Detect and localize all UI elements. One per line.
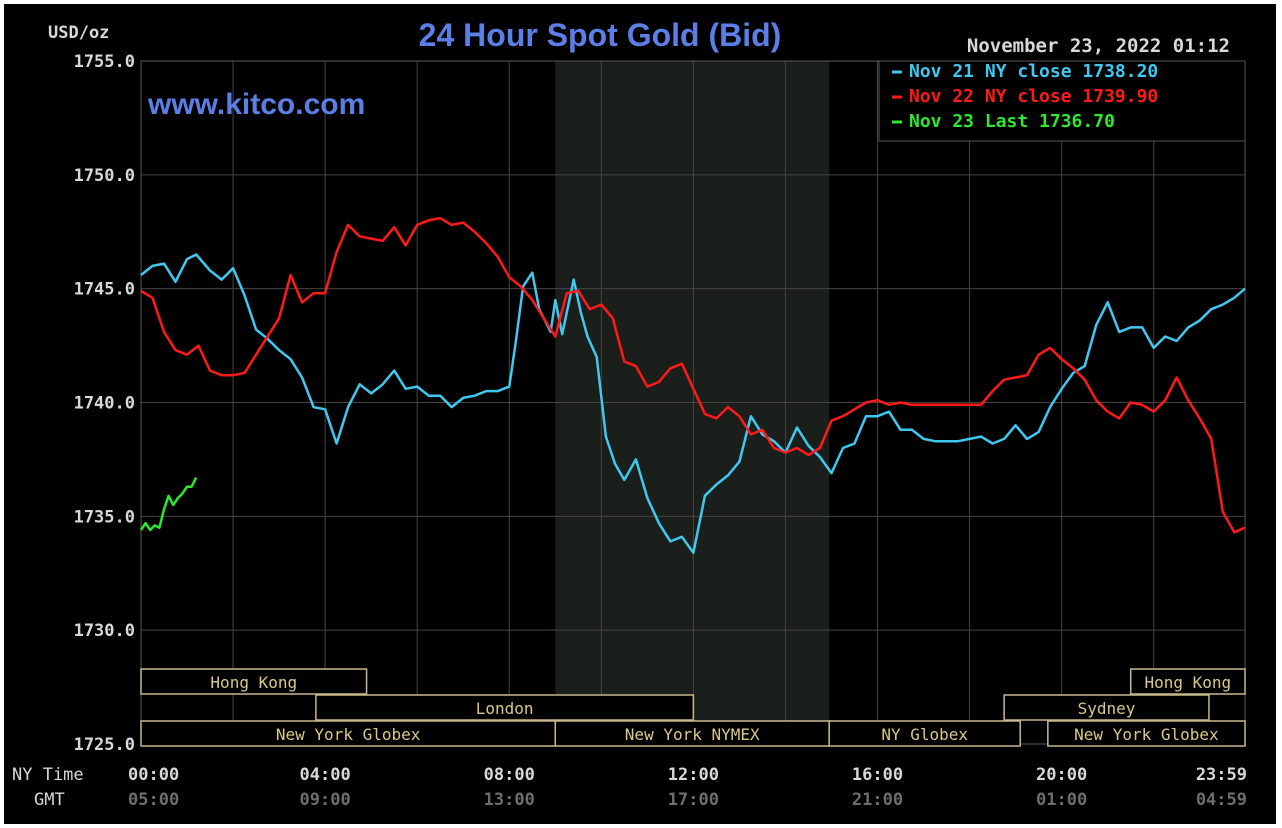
series-line-3: [139, 477, 198, 532]
session-bar: [1003, 694, 1210, 721]
x-tick-label-ny: 12:00: [668, 765, 719, 785]
report-datetime: November 23, 2022 01:12: [967, 35, 1230, 57]
y-tick-label: 1755.0: [74, 52, 135, 72]
x-tick-label-gmt: 01:00: [1036, 790, 1087, 810]
y-tick-label: 1735.0: [74, 507, 135, 527]
chart-title: 24 Hour Spot Gold (Bid): [419, 17, 782, 53]
session-bar: [1129, 668, 1246, 695]
session-label: NY Globex: [881, 725, 968, 744]
x-tick-labels: 00:00 05:00 04:00 09:00 08:00 13:00 12:00 17:00…: [128, 765, 1247, 810]
series-line-1: [140, 253, 1246, 555]
gold-price-chart: Hong Kong Hong Kong London Sydney New York G…: [4, 4, 1276, 824]
legend-item-label: Nov 21 NY close 1738.20: [909, 61, 1158, 82]
x-tick-label-ny: 16:00: [852, 765, 903, 785]
session-label: Hong Kong: [210, 673, 297, 692]
session-label: Sydney: [1078, 699, 1136, 718]
y-tick-label: 1740.0: [74, 394, 135, 414]
y-tick-label: 1730.0: [74, 621, 135, 641]
website-label: www.kitco.com: [147, 88, 365, 121]
x-tick-label-ny: 20:00: [1036, 765, 1087, 785]
y-tick-label: 1750.0: [74, 166, 135, 186]
legend-box: [878, 60, 1246, 142]
x-tick-label-gmt: 21:00: [852, 790, 903, 810]
session-bar: [140, 668, 368, 695]
x-tick-label-gmt: 09:00: [300, 790, 351, 810]
session-bar: [1047, 720, 1246, 747]
session-label: London: [476, 699, 534, 718]
price-series: [139, 216, 1246, 555]
x-tick-label-gmt: 05:00: [128, 790, 179, 810]
session-label: New York NYMEX: [625, 725, 760, 744]
chart-frame: Hong Kong Hong Kong London Sydney New York G…: [4, 4, 1276, 824]
x-tick-label-ny: 08:00: [484, 765, 535, 785]
x-tick-label-ny: 04:00: [300, 765, 351, 785]
session-bar: [554, 720, 830, 747]
ny-time-label: NY Time: [12, 765, 84, 785]
x-tick-label-gmt: 17:00: [668, 790, 719, 810]
grid-lines: [140, 60, 1246, 745]
session-label: New York Globex: [1074, 725, 1219, 744]
session-label: Hong Kong: [1144, 673, 1231, 692]
legend-item-label: Nov 22 NY close 1739.90: [909, 86, 1158, 107]
session-bar: [140, 720, 557, 747]
series-line-2: [140, 216, 1246, 534]
session-bar: [828, 720, 1021, 747]
y-tick-label: 1745.0: [74, 280, 135, 300]
x-tick-label-gmt: 13:00: [484, 790, 535, 810]
x-tick-label-gmt: 04:59: [1196, 790, 1247, 810]
x-tick-label-ny: 23:59: [1196, 765, 1247, 785]
x-tick-label-ny: 00:00: [128, 765, 179, 785]
y-tick-labels: 1755.0 1750.0 1745.0 1740.0 1735.0 1730.0 1725…: [74, 52, 135, 755]
session-bar: [315, 694, 695, 721]
legend-item-label: Nov 23 Last 1736.70: [909, 111, 1115, 132]
session-label: New York Globex: [276, 725, 421, 744]
gmt-label: GMT: [34, 790, 65, 810]
market-sessions: Hong Kong Hong Kong London Sydney New York G…: [140, 668, 1246, 747]
y-tick-label: 1725.0: [74, 735, 135, 755]
y-axis-unit-label: USD/oz: [48, 23, 109, 43]
legend: Nov 21 NY close 1738.20 Nov 22 NY close 1…: [892, 61, 1158, 132]
